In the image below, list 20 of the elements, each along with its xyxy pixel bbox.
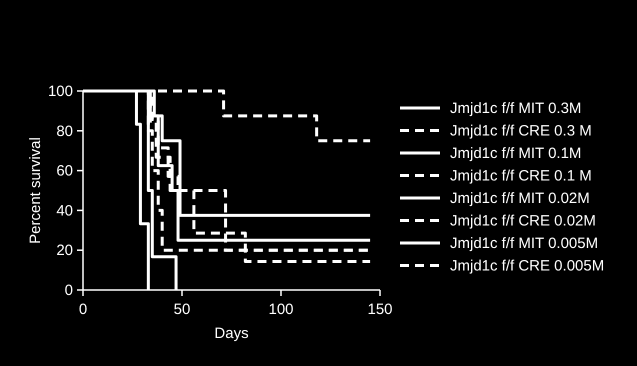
- x-tick-label: 0: [78, 301, 88, 318]
- y-tick-label: 0: [64, 282, 73, 299]
- x-tick-label: 50: [174, 301, 190, 318]
- legend-label: Jmjd1c f/f CRE 0.02M: [450, 212, 596, 230]
- legend-label: Jmjd1c f/f CRE 0.3 M: [450, 122, 592, 140]
- x-axis-title: Days: [214, 325, 249, 342]
- y-tick-label: 20: [56, 242, 73, 260]
- legend-label: Jmjd1c f/f CRE 0.005M: [450, 258, 604, 274]
- x-tick-label: 100: [268, 301, 294, 318]
- y-tick-label: 60: [56, 162, 73, 180]
- y-tick-label: 40: [56, 202, 73, 220]
- y-tick-label: 100: [48, 83, 73, 100]
- legend-label: Jmjd1c f/f MIT 0.02M: [450, 190, 590, 207]
- y-axis-title: Percent survival: [27, 137, 44, 244]
- y-tick-label: 80: [56, 122, 73, 140]
- x-tick-label: 150: [367, 301, 393, 318]
- legend-label: Jmjd1c f/f MIT 0.1M: [450, 145, 582, 162]
- legend-label: Jmjd1c f/f MIT 0.3M: [450, 100, 582, 117]
- legend-label: Jmjd1c f/f CRE 0.1 M: [450, 168, 592, 184]
- legend-label: Jmjd1c f/f MIT 0.005M: [450, 235, 598, 252]
